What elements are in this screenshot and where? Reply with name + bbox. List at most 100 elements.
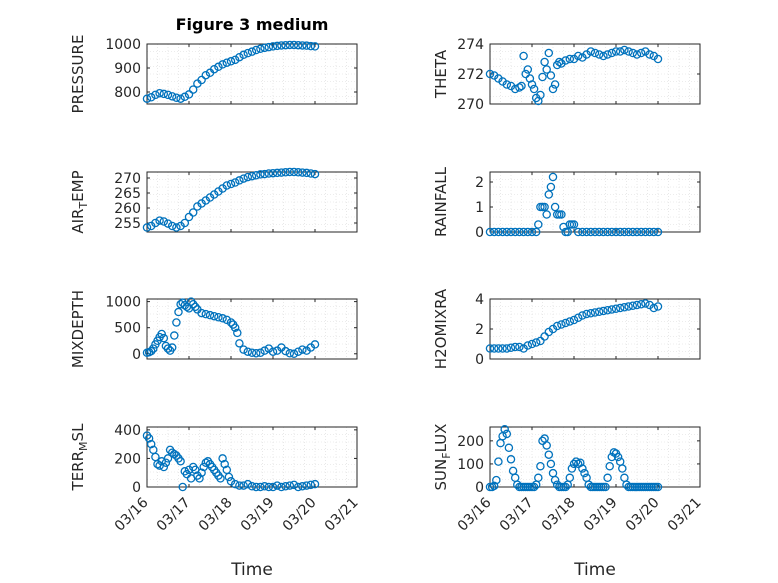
data-point	[306, 169, 316, 178]
data-point	[599, 306, 608, 316]
data-point	[161, 458, 171, 467]
data-point	[167, 221, 177, 231]
data-point	[209, 64, 219, 74]
data-point	[306, 41, 316, 51]
data-point	[222, 315, 232, 325]
data-point	[611, 47, 621, 56]
data-point	[163, 90, 173, 100]
data-point	[281, 168, 290, 177]
data-point	[546, 459, 556, 469]
data-point	[641, 299, 650, 308]
data-point	[235, 52, 244, 62]
data-point	[281, 346, 290, 356]
subplot: 0 100 200 03/16 03/17 03/18 03/19 03/20 03/21 SUN…	[432, 424, 705, 535]
data-point	[494, 344, 503, 353]
data-point	[310, 479, 320, 489]
data-point	[485, 344, 495, 353]
data-point	[146, 93, 156, 102]
data-point	[256, 482, 265, 492]
subplot: 0 2 4 H2OMIXRA	[432, 288, 701, 369]
data-point	[546, 71, 556, 80]
data-point	[563, 227, 572, 237]
data-point	[302, 168, 311, 178]
data-point	[653, 54, 663, 64]
data-point	[172, 93, 181, 103]
y-axis-label-subscript: T	[77, 202, 90, 210]
data-point	[582, 227, 591, 237]
data-point	[285, 481, 295, 490]
data-point	[235, 481, 244, 490]
y-tick-label: 0	[475, 225, 484, 241]
data-point	[167, 343, 177, 352]
data-point	[306, 480, 316, 490]
x-tick-label: 03/21	[322, 495, 362, 535]
data-point	[289, 480, 299, 490]
data-point	[649, 303, 659, 313]
data-point	[599, 51, 608, 61]
x-tick-label: 03/16	[455, 495, 495, 535]
y-tick-label: 1000	[105, 295, 141, 311]
data-point	[641, 227, 650, 237]
data-point	[620, 473, 629, 483]
data-point	[172, 223, 181, 232]
data-point	[538, 72, 547, 82]
y-tick-label: 0	[475, 480, 484, 496]
data-point	[247, 348, 257, 357]
data-point	[500, 425, 509, 434]
data-point	[281, 40, 290, 50]
data-point	[264, 482, 274, 492]
data-point	[170, 331, 179, 340]
y-axis-label-subscript: M	[77, 441, 90, 451]
data-point	[517, 81, 526, 91]
data-point	[620, 302, 629, 312]
data-point	[645, 50, 654, 59]
data-point	[561, 482, 570, 492]
data-point	[214, 313, 223, 322]
data-point	[251, 45, 261, 55]
y-axis-label-part: EMP	[69, 170, 87, 201]
data-point	[155, 88, 164, 98]
data-point	[163, 219, 173, 228]
y-tick-label: 500	[114, 321, 141, 337]
data-point	[293, 347, 303, 356]
y-axis-label-subscript: F	[440, 452, 453, 458]
y-axis-label: PRESSURE	[69, 35, 87, 114]
data-point	[163, 454, 173, 463]
data-point	[184, 90, 194, 99]
data-point	[510, 342, 520, 352]
data-point	[632, 227, 642, 237]
data-point	[573, 313, 583, 322]
data-point	[594, 227, 604, 237]
xlabel-left: Time	[230, 560, 273, 580]
y-tick-label: 4	[475, 292, 484, 308]
data-point	[615, 47, 625, 56]
data-point	[636, 299, 646, 309]
y-axis-label-part: LUX	[432, 424, 450, 453]
data-point	[506, 227, 516, 237]
data-point	[534, 220, 543, 229]
data-point	[239, 174, 248, 183]
data-point	[178, 482, 187, 492]
data-point	[159, 462, 169, 472]
data-point	[578, 311, 587, 320]
data-point	[256, 170, 265, 179]
data-point	[561, 56, 570, 65]
data-point	[233, 328, 242, 338]
data-point	[285, 349, 295, 358]
data-point	[624, 227, 633, 237]
data-point	[567, 464, 577, 473]
y-tick-label: 260	[114, 201, 141, 217]
data-point	[310, 169, 320, 179]
data-point	[529, 84, 539, 94]
data-point	[613, 452, 623, 462]
data-point	[180, 218, 190, 228]
data-point	[247, 47, 257, 56]
data-point	[544, 450, 554, 459]
data-point	[281, 482, 290, 491]
data-point	[628, 48, 638, 58]
data-point	[218, 314, 227, 323]
data-point	[636, 227, 646, 237]
data-point	[548, 84, 558, 94]
y-tick-label: 2	[475, 322, 484, 338]
